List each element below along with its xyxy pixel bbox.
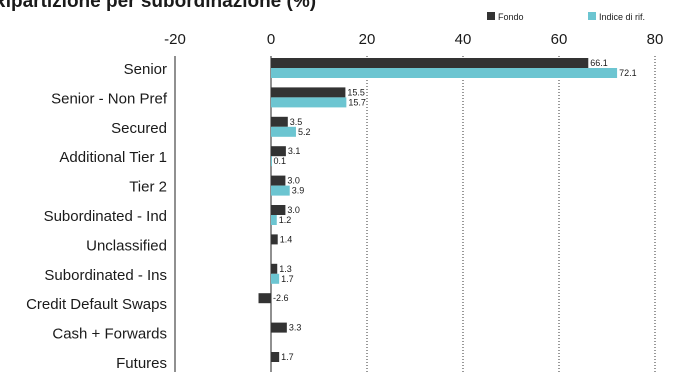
bar xyxy=(271,68,618,78)
category-label: Subordinated - Ind xyxy=(44,208,167,225)
data-label: 3.9 xyxy=(292,186,305,196)
category-label: Additional Tier 1 xyxy=(59,149,167,166)
bar xyxy=(271,215,277,225)
legend-swatch xyxy=(588,12,596,20)
data-label: 3.3 xyxy=(289,323,302,333)
data-label: 1.4 xyxy=(280,234,293,244)
bar xyxy=(271,58,589,68)
legend-label: Indice di rif. xyxy=(599,12,645,22)
data-label: 72.1 xyxy=(619,68,637,78)
category-label: Senior xyxy=(124,61,167,78)
data-label: 3.0 xyxy=(287,205,300,215)
bar xyxy=(271,87,346,98)
data-label: 1.7 xyxy=(281,352,294,362)
bar xyxy=(271,263,278,274)
category-label: Unclassified xyxy=(86,237,167,254)
data-label: 3.0 xyxy=(287,176,300,186)
x-tick-label: 0 xyxy=(267,31,275,48)
category-label: Futures xyxy=(116,355,167,372)
data-label: 3.5 xyxy=(290,117,303,127)
x-tick-label: 20 xyxy=(359,31,376,48)
category-label: Credit Default Swaps xyxy=(26,296,167,313)
data-label: 1.2 xyxy=(279,215,292,225)
data-label: 3.1 xyxy=(288,146,301,156)
bar xyxy=(258,293,271,304)
chart-title: Ripartizione per subordinazione (%) xyxy=(0,0,317,12)
legend-swatch xyxy=(487,12,495,20)
legend-label: Fondo xyxy=(498,12,524,22)
bar xyxy=(271,156,272,167)
x-tick-label: -20 xyxy=(164,31,186,48)
category-label: Subordinated - Ins xyxy=(44,267,167,284)
data-label: 0.1 xyxy=(273,156,286,166)
data-label: 15.5 xyxy=(347,87,365,97)
bar xyxy=(271,97,347,108)
bar xyxy=(271,273,280,284)
bar xyxy=(271,322,287,333)
category-label: Secured xyxy=(111,120,167,137)
bar xyxy=(271,116,288,127)
data-label: 66.1 xyxy=(590,58,608,68)
category-label: Cash + Forwards xyxy=(52,326,167,343)
bar xyxy=(271,146,286,157)
x-tick-label: 40 xyxy=(455,31,472,48)
bar xyxy=(271,175,286,186)
x-tick-label: 60 xyxy=(551,31,568,48)
bar xyxy=(271,185,290,196)
data-label: 1.3 xyxy=(279,264,292,274)
data-label: 1.7 xyxy=(281,274,294,284)
bar xyxy=(271,234,278,245)
data-label: 15.7 xyxy=(348,97,366,107)
category-label: Senior - Non Pref xyxy=(51,90,168,107)
data-label: -2.6 xyxy=(273,293,289,303)
data-label: 5.2 xyxy=(298,127,311,137)
x-tick-label: 80 xyxy=(647,31,664,48)
category-label: Tier 2 xyxy=(129,179,167,196)
bar xyxy=(271,126,296,137)
bar xyxy=(271,352,280,362)
bar xyxy=(271,205,286,215)
